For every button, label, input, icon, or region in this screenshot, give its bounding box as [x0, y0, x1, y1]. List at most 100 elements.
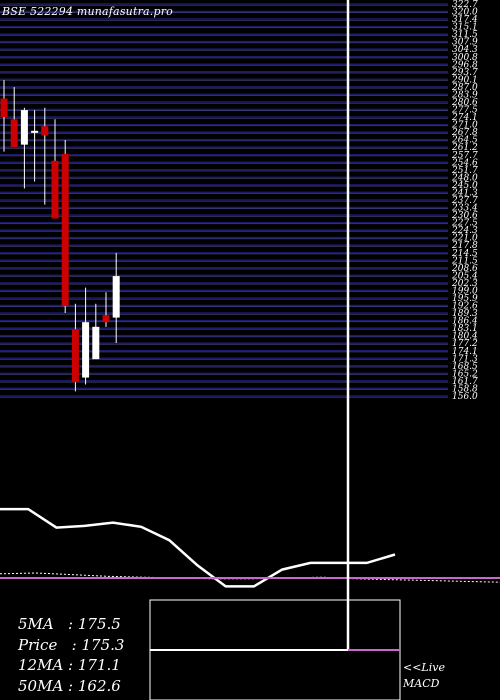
stat-value: 175.3: [81, 635, 125, 654]
y-tick-label: 280.6: [451, 98, 478, 108]
stat-50ma: 50MA : 162.6: [18, 676, 124, 697]
y-tick-label: 192.6: [452, 302, 478, 312]
stat-value: 162.6: [77, 676, 121, 695]
y-tick-label: 237.7: [451, 196, 478, 206]
candle-body: [0, 98, 8, 117]
y-tick-label: 307.9: [452, 38, 478, 48]
stat-price: Price : 175.3: [18, 635, 124, 656]
y-tick-label: 214.5: [451, 249, 478, 259]
y-tick-label: 183.1: [452, 324, 478, 334]
y-tick-label: 317.4: [452, 15, 478, 25]
y-tick-label: 199.0: [452, 286, 478, 296]
stat-value: 171.1: [77, 656, 121, 674]
y-tick-label: 211.5: [451, 256, 478, 266]
y-tick-label: 186.4: [452, 317, 478, 327]
y-tick-label: 241.3: [451, 188, 478, 198]
stat-5ma: 5MA : 175.5: [18, 614, 124, 635]
y-tick-label: 230.6: [451, 211, 478, 221]
candle: [0, 80, 8, 152]
y-tick-label: 248.0: [451, 173, 478, 183]
y-tick-label: 158.8: [452, 384, 478, 394]
y-tick-labels: 322.7320.0317.4315.1311.5307.9304.3300.8…: [451, 0, 478, 402]
candle: [10, 87, 18, 147]
y-tick-label: 277.5: [451, 106, 478, 116]
y-tick-label: 293.7: [451, 68, 478, 78]
y-tick-label: 161.7: [452, 377, 478, 387]
y-tick-label: 233.4: [451, 204, 478, 214]
candle-body: [31, 130, 39, 133]
y-tick-label: 304.3: [452, 45, 478, 55]
y-tick-label: 296.8: [451, 60, 478, 70]
y-tick-label: 320.0: [452, 8, 478, 18]
y-tick-label: 322.7: [452, 0, 478, 10]
y-tick-label: 217.8: [451, 241, 478, 251]
y-tick-label: 274.1: [451, 113, 478, 123]
candle: [82, 287, 90, 385]
y-tick-label: 205.4: [451, 271, 478, 281]
y-tick-label: 271.0: [451, 121, 478, 131]
stat-label: Price :: [18, 635, 77, 654]
y-tick-label: 202.3: [451, 279, 478, 289]
y-tick-label: 174.1: [452, 347, 478, 357]
y-tick-label: 221.0: [451, 234, 478, 244]
ma-line: [0, 507, 396, 588]
y-tick-label: 171.3: [452, 354, 478, 364]
stat-value: 175.5: [77, 615, 121, 633]
candle: [92, 303, 100, 360]
candle-body: [41, 126, 49, 136]
y-tick-label: 261.2: [451, 143, 478, 153]
y-tick-label: 177.2: [452, 339, 478, 349]
candle-body: [92, 326, 100, 360]
y-tick-label: 254.6: [451, 158, 478, 168]
y-tick-label: 156.0: [452, 392, 478, 402]
ma-stats: 5MA : 175.5 Price : 175.3 12MA : 171.1 5…: [18, 614, 124, 696]
stat-12ma: 12MA : 171.1: [18, 655, 124, 676]
candle: [51, 119, 59, 219]
y-tick-label: 165.2: [452, 369, 478, 379]
y-tick-label: 189.3: [452, 309, 478, 319]
y-tick-label: 251.7: [451, 166, 478, 176]
candle: [20, 107, 28, 189]
chart-title: BSE 522294 munafasutra.pro: [2, 5, 174, 18]
stat-label: 5MA :: [18, 615, 74, 633]
y-tick-label: 300.8: [452, 53, 478, 63]
price-grid: [0, 3, 448, 398]
y-tick-label: 290.1: [451, 75, 478, 85]
indicator-panel: [0, 507, 500, 588]
candle: [102, 292, 110, 327]
y-tick-label: 180.4: [452, 332, 478, 342]
y-tick-label: 283.9: [451, 90, 478, 100]
macd-label: MACD: [403, 677, 440, 690]
candle: [41, 107, 49, 205]
candle-body: [82, 322, 90, 378]
y-tick-label: 227.5: [451, 219, 478, 229]
y-tick-label: 245.0: [451, 181, 478, 191]
candle: [71, 303, 79, 392]
candles: [0, 80, 120, 392]
y-tick-label: 208.6: [451, 264, 478, 274]
y-tick-label: 267.8: [451, 128, 478, 138]
candle: [31, 110, 39, 182]
y-tick-label: 264.5: [451, 136, 478, 146]
y-tick-label: 224.3: [451, 226, 478, 236]
candle-body: [51, 160, 59, 219]
signal-line: [0, 572, 500, 583]
y-tick-label: 311.5: [452, 30, 478, 40]
candle: [112, 253, 120, 343]
candle-body: [71, 329, 79, 383]
stat-label: 50MA :: [18, 676, 74, 695]
stat-label: 12MA :: [18, 656, 74, 674]
candle-body: [20, 110, 28, 145]
y-tick-label: 315.1: [452, 23, 478, 33]
candle: [61, 140, 69, 313]
y-tick-label: 195.9: [452, 294, 478, 304]
overlay-lines: [149, 0, 401, 700]
live-label: <<Live: [403, 661, 445, 674]
y-tick-label: 257.7: [451, 151, 478, 161]
y-tick-label: 168.5: [452, 362, 478, 372]
candle-body: [102, 315, 110, 323]
y-tick-label: 287.0: [451, 83, 478, 93]
candle-body: [10, 119, 18, 147]
live-link[interactable]: <<Live MACD: [403, 660, 445, 692]
